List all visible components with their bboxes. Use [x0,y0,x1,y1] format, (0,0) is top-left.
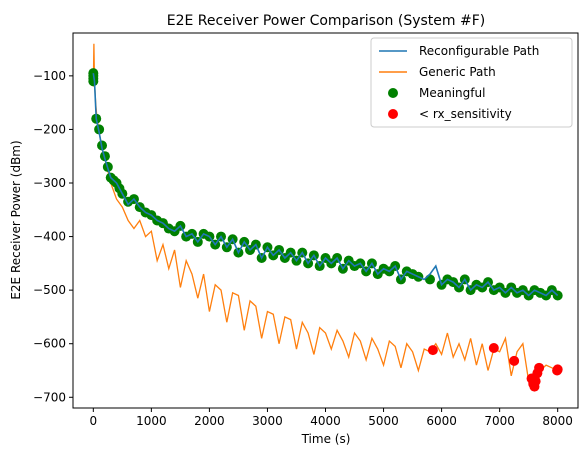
rx-sensitivity-point [552,364,563,375]
rx-sensitivity-point [534,362,545,373]
legend: Reconfigurable Path Generic Path Meaningfu… [370,37,573,128]
y-tick-label: −100 [33,69,66,83]
x-tick-label: 1000 [136,414,167,428]
rx-sensitivity-point [488,343,499,353]
legend-label: Generic Path [419,65,496,79]
x-axis-label: Time (s) [301,432,351,446]
x-tick-label: 0 [89,414,97,428]
series-line-generic-path [92,43,558,389]
x-tick-label: 5000 [368,414,399,428]
y-tick-label: −400 [33,230,66,244]
y-tick-label: −700 [33,390,66,404]
y-tick-label: −600 [33,337,66,351]
legend-box [370,37,573,128]
chart-title: E2E Receiver Power Comparison (System #F… [167,13,485,29]
y-tick-label: −200 [33,122,66,136]
legend-label: Reconfigurable Path [419,44,539,58]
y-axis: −100 −200 −300 −400 −500 −600 −700 [33,69,73,404]
legend-label: Meaningful [419,86,485,100]
legend-marker [388,109,398,119]
series-layer [88,43,563,392]
rx-sensitivity-point [530,376,541,387]
x-tick-label: 3000 [252,414,283,428]
rx-sensitivity-point [509,355,520,366]
x-tick-label: 2000 [194,414,225,428]
plot-area [88,43,563,392]
legend-label: < rx_sensitivity [419,107,512,121]
x-tick-label: 6000 [426,414,457,428]
y-tick-label: −300 [33,176,66,190]
x-axis: 0 1000 2000 3000 4000 5000 6000 7000 8000 [89,408,573,428]
rx-sensitivity-point [427,345,438,356]
y-axis-label: E2E Receiver Power (dBm) [9,140,23,299]
x-tick-label: 4000 [310,414,341,428]
meaningful-point [424,274,435,285]
series-line-reconfigurable-path [92,73,559,297]
x-tick-label: 7000 [484,414,515,428]
legend-marker [388,88,398,98]
x-tick-label: 8000 [542,414,573,428]
meaningful-point [88,76,99,87]
y-tick-label: −500 [33,283,66,297]
